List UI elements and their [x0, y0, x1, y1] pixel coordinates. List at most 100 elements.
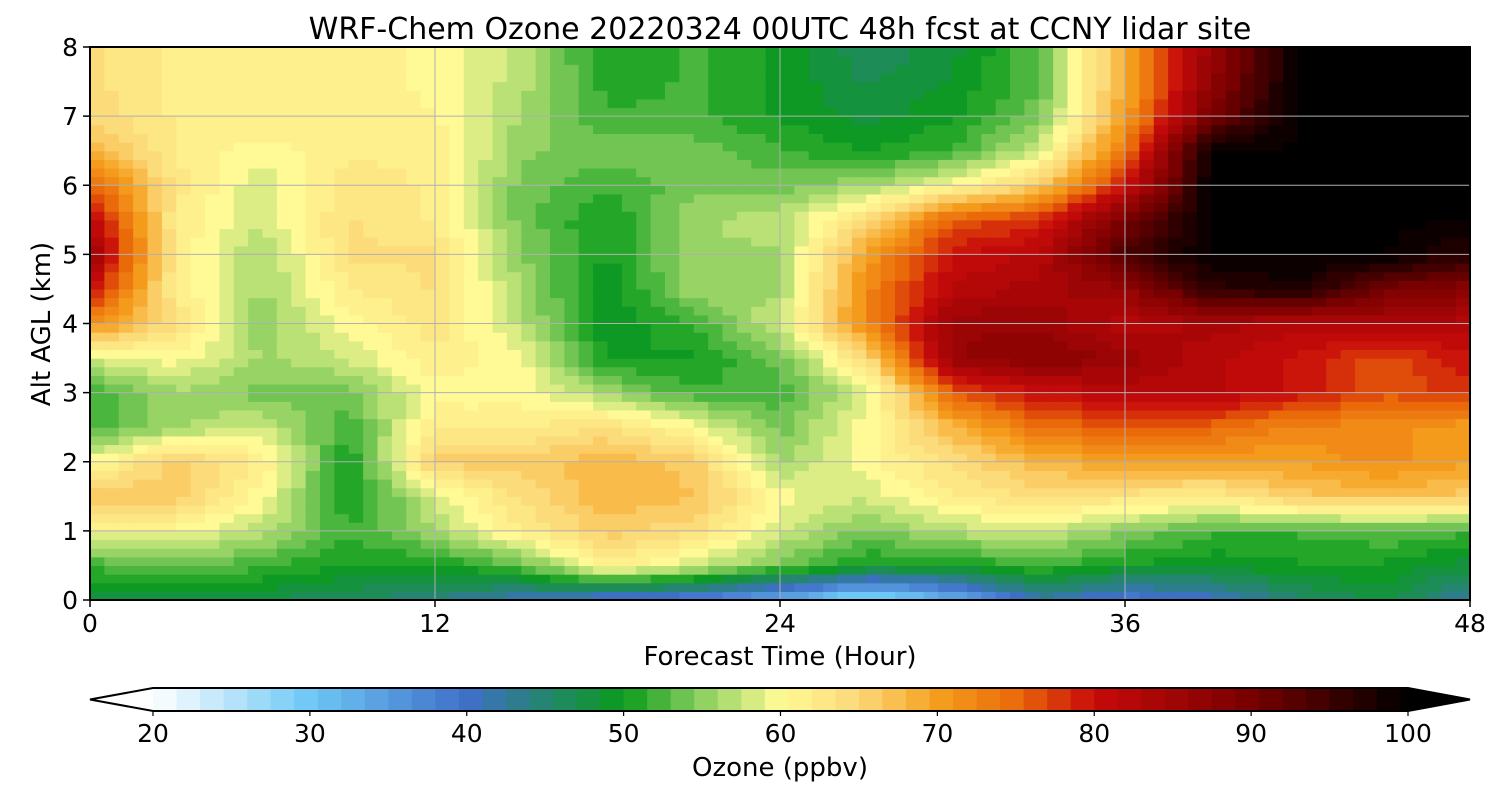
heatmap-cell — [578, 392, 594, 402]
heatmap-cell — [1268, 565, 1284, 575]
heatmap-cell — [751, 539, 767, 549]
heatmap-cell — [866, 340, 882, 351]
heatmap-cell — [966, 556, 982, 567]
heatmap-cell — [1455, 582, 1471, 592]
heatmap-cell — [233, 470, 249, 480]
heatmap-cell — [1455, 470, 1471, 480]
heatmap-cell — [1125, 349, 1140, 359]
heatmap-cell — [1125, 522, 1140, 532]
heatmap-cell — [1326, 582, 1342, 592]
heatmap-cell — [837, 435, 853, 446]
heatmap-cell — [1168, 487, 1184, 497]
heatmap-cell — [1398, 366, 1414, 376]
heatmap-cell — [190, 150, 206, 160]
heatmap-cell — [1369, 314, 1385, 325]
heatmap-cell — [248, 340, 264, 351]
heatmap-cell — [1010, 228, 1025, 238]
heatmap-cell — [1081, 323, 1097, 333]
heatmap-cell — [147, 185, 163, 195]
heatmap-cell — [1426, 591, 1442, 601]
heatmap-cell — [895, 263, 910, 273]
heatmap-cell — [837, 513, 853, 523]
heatmap-cell — [895, 530, 910, 541]
heatmap-cell — [1038, 574, 1054, 584]
heatmap-cell — [506, 591, 522, 601]
heatmap-cell — [1053, 375, 1069, 385]
heatmap-cell — [406, 565, 422, 575]
heatmap-cell — [348, 401, 364, 411]
heatmap-cell — [133, 332, 149, 342]
heatmap-cell — [895, 427, 910, 437]
heatmap-cell — [1383, 263, 1399, 273]
heatmap-cell — [938, 539, 954, 549]
heatmap-cell — [564, 340, 580, 351]
heatmap-cell — [320, 271, 335, 281]
heatmap-cell — [578, 418, 594, 428]
heatmap-cell — [1110, 323, 1126, 333]
heatmap-cell — [981, 461, 997, 471]
heatmap-cell — [923, 548, 939, 558]
heatmap-cell — [291, 366, 307, 376]
heatmap-cell — [391, 427, 407, 437]
heatmap-cell — [650, 349, 666, 359]
heatmap-cell — [550, 582, 565, 592]
heatmap-cell — [851, 591, 867, 601]
heatmap-cell — [1268, 263, 1284, 273]
heatmap-cell — [1081, 574, 1097, 584]
heatmap-cell — [1240, 228, 1255, 238]
heatmap-cell — [449, 591, 465, 601]
heatmap-cell — [1412, 479, 1428, 489]
heatmap-cell — [708, 574, 724, 584]
heatmap-cell — [521, 193, 537, 204]
heatmap-cell — [895, 409, 910, 420]
heatmap-cell — [751, 496, 767, 506]
heatmap-cell — [909, 366, 925, 376]
heatmap-cell — [823, 418, 839, 428]
heatmap-cell — [1067, 263, 1083, 273]
heatmap-cell — [1355, 453, 1370, 463]
heatmap-cell — [808, 150, 824, 160]
heatmap-cell — [736, 470, 752, 480]
heatmap-cell — [880, 470, 896, 480]
heatmap-cell — [1398, 565, 1414, 575]
heatmap-cell — [1297, 358, 1313, 368]
heatmap-cell — [1081, 358, 1097, 368]
heatmap-cell — [506, 530, 522, 541]
heatmap-cell — [995, 375, 1011, 385]
heatmap-cell — [1283, 193, 1299, 204]
heatmap-cell — [578, 565, 594, 575]
heatmap-cell — [1398, 202, 1414, 212]
heatmap-cell — [938, 211, 954, 221]
heatmap-cell — [636, 349, 652, 359]
heatmap-cell — [780, 383, 795, 394]
heatmap-cell — [995, 193, 1011, 204]
heatmap-cell — [147, 496, 163, 506]
heatmap-cell — [435, 202, 450, 212]
heatmap-cell — [593, 159, 609, 169]
heatmap-cell — [722, 539, 738, 549]
heatmap-cell — [736, 271, 752, 281]
heatmap-cell — [1110, 176, 1126, 186]
heatmap-cell — [176, 211, 192, 221]
heatmap-cell — [952, 288, 968, 299]
heatmap-cell — [895, 211, 910, 221]
heatmap-cell — [219, 582, 235, 592]
heatmap-cell — [708, 176, 724, 186]
heatmap-cell — [1153, 401, 1169, 411]
heatmap-cell — [1355, 470, 1370, 480]
heatmap-cell — [449, 504, 465, 515]
heatmap-cell — [205, 513, 220, 523]
heatmap-cell — [866, 401, 882, 411]
heatmap-cell — [851, 556, 867, 567]
heatmap-cell — [1139, 530, 1155, 541]
heatmap-cell — [233, 288, 249, 299]
heatmap-cell — [190, 383, 206, 394]
heatmap-cell — [981, 479, 997, 489]
heatmap-cell — [636, 150, 652, 160]
heatmap-cell — [1268, 306, 1284, 316]
heatmap-cell — [506, 150, 522, 160]
heatmap-cell — [219, 263, 235, 273]
heatmap-cell — [1340, 530, 1356, 541]
heatmap-cell — [1010, 366, 1025, 376]
heatmap-cell — [320, 237, 335, 247]
